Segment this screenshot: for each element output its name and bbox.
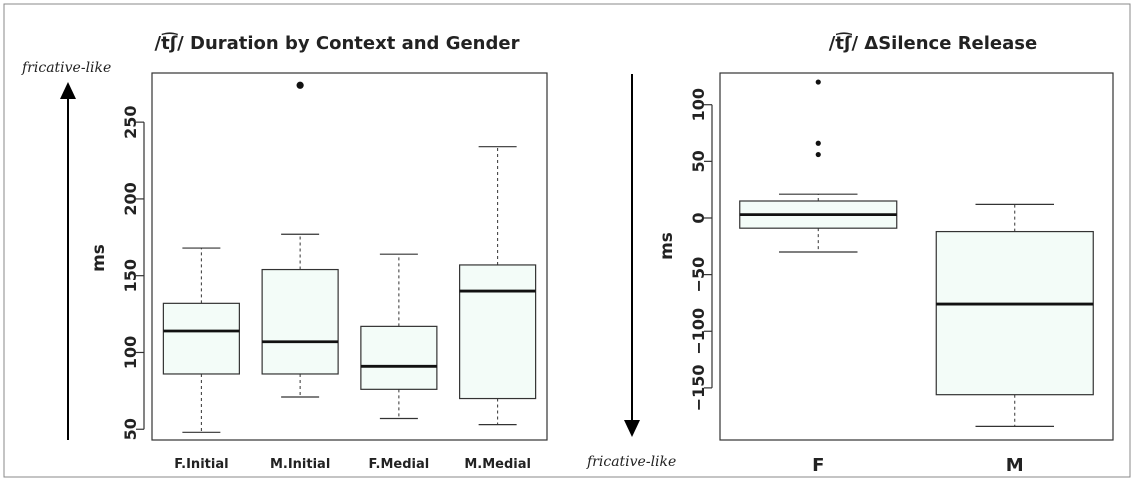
- outlier-point: [815, 79, 821, 85]
- outlier-point: [296, 81, 304, 89]
- left-panel: /t͡ʃ/ Duration by Context and Gender ms …: [89, 32, 548, 472]
- iqr-box: [360, 325, 438, 390]
- x-category-label: F.Medial: [369, 457, 430, 472]
- box-F: [739, 79, 898, 253]
- right-panel: /t͡ʃ/ ΔSilence Release ms −150 −100 −50 0 50…: [657, 32, 1114, 476]
- right-plot-area: [719, 72, 1114, 441]
- y-tick-label: 250: [121, 105, 140, 138]
- left-y-axis-label: ms: [89, 244, 109, 272]
- box-M.Medial: [459, 146, 537, 426]
- y-tick-label: −150: [689, 364, 708, 411]
- iqr-box: [261, 268, 339, 375]
- y-tick-label: 100: [689, 88, 708, 121]
- box-F.Medial: [360, 253, 438, 420]
- left-arrow-head-icon: [60, 82, 76, 99]
- x-category-label: M.Initial: [270, 457, 330, 472]
- right-direction-arrow: fricative-like: [586, 74, 676, 470]
- right-arrow-head-icon: [624, 420, 640, 437]
- x-category-label: M: [1006, 455, 1024, 476]
- outlier-point: [815, 140, 821, 146]
- y-tick-label: 200: [121, 182, 140, 215]
- box-F.Initial: [162, 247, 240, 433]
- left-arrow-label: fricative-like: [21, 60, 111, 76]
- x-category-label: F: [812, 455, 824, 476]
- left-direction-arrow: fricative-like: [21, 60, 111, 440]
- figure-border: [3, 3, 1131, 478]
- y-tick-label: 100: [121, 336, 140, 369]
- right-chart-title: /t͡ʃ/ ΔSilence Release: [829, 32, 1037, 54]
- outlier-point: [815, 151, 821, 158]
- x-category-label: M.Medial: [464, 457, 531, 472]
- y-tick-label: 150: [121, 259, 140, 292]
- y-tick-label: 0: [689, 212, 708, 223]
- y-tick-label: −100: [689, 308, 708, 355]
- left-x-axis-labels: F.Initial M.Initial F.Medial M.Medial: [174, 457, 531, 472]
- iqr-box: [935, 230, 1094, 396]
- right-y-axis: −150 −100 −50 0 50 100: [689, 88, 713, 411]
- right-arrow-label: fricative-like: [586, 454, 676, 470]
- y-tick-label: 50: [121, 418, 140, 440]
- iqr-box: [459, 264, 537, 400]
- right-y-axis-label: ms: [657, 232, 677, 260]
- box-M.Initial: [261, 81, 339, 398]
- box-M: [935, 203, 1094, 428]
- left-y-axis: 50 100 150 200 250: [121, 105, 145, 440]
- left-boxes: [162, 81, 537, 433]
- left-chart-title: /t͡ʃ/ Duration by Context and Gender: [155, 32, 520, 54]
- left-plot-area: [151, 72, 548, 441]
- y-tick-label: 50: [689, 150, 708, 172]
- iqr-box: [162, 302, 240, 375]
- x-category-label: F.Initial: [174, 457, 228, 472]
- y-tick-label: −50: [689, 257, 708, 293]
- right-boxes: [739, 79, 1094, 428]
